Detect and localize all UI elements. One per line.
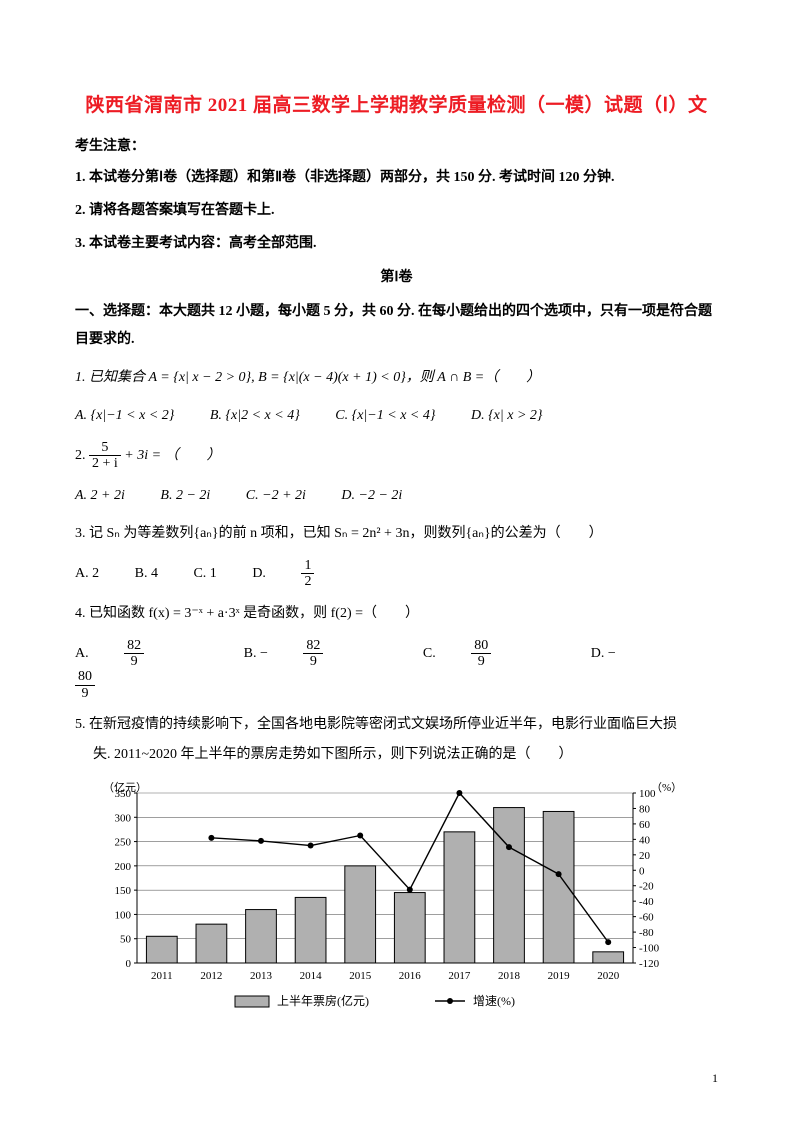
svg-text:2015: 2015 — [349, 970, 372, 982]
notice-label: 考生注意： — [75, 135, 718, 155]
q2-stem: 2. 5 2 + i + 3i = （ ） — [75, 440, 718, 472]
q4-opt-c-label: C. — [423, 646, 439, 661]
q1-opt-b: B. {x|2 < x < 4} — [210, 408, 300, 423]
q3-opt-c: C. 1 — [193, 566, 216, 581]
q2-options: A. 2 + 2i B. 2 − 2i C. −2 + 2i D. −2 − 2… — [75, 482, 718, 510]
svg-text:（%）: （%） — [651, 781, 682, 794]
q4-d-num: 80 — [75, 669, 95, 685]
svg-text:40: 40 — [639, 834, 651, 846]
svg-text:2011: 2011 — [151, 970, 173, 982]
svg-text:2020: 2020 — [597, 970, 620, 982]
q1-opt-c: C. {x|−1 < x < 4} — [335, 408, 435, 423]
q2-opt-c: C. −2 + 2i — [246, 488, 306, 503]
svg-text:上半年票房(亿元): 上半年票房(亿元) — [277, 993, 369, 1008]
svg-text:150: 150 — [115, 885, 132, 897]
q4-opt-d-label: D. − — [591, 646, 616, 661]
svg-text:2013: 2013 — [250, 970, 273, 982]
svg-text:20: 20 — [639, 850, 651, 862]
q3-opt-b: B. 4 — [135, 566, 158, 581]
q3-stem: 3. 记 Sₙ 为等差数列{aₙ}的前 n 项和，已知 Sₙ = 2n² + 3… — [75, 520, 718, 548]
svg-text:增速(%): 增速(%) — [473, 994, 515, 1008]
q4-opt-b: B. − 829 — [244, 646, 391, 661]
q4-b-den: 9 — [303, 654, 323, 669]
instruction-1: 1. 本试卷分第Ⅰ卷（选择题）和第Ⅱ卷（非选择题）两部分，共 150 分. 考试… — [75, 167, 718, 188]
svg-text:0: 0 — [126, 958, 132, 970]
q2-opt-b: B. 2 − 2i — [160, 488, 210, 503]
svg-text:-100: -100 — [639, 943, 660, 955]
q3-opt-d-label: D. — [252, 566, 269, 581]
page-number: 1 — [712, 1071, 718, 1086]
svg-text:-40: -40 — [639, 896, 654, 908]
box-office-chart: （亿元）（%）050100150200250300350-120-100-80-… — [75, 779, 718, 1019]
svg-text:200: 200 — [115, 861, 132, 873]
svg-text:-120: -120 — [639, 958, 660, 970]
svg-text:2018: 2018 — [498, 970, 521, 982]
q4-d-den: 9 — [75, 686, 95, 701]
svg-text:2017: 2017 — [448, 970, 471, 982]
q2-opt-d: D. −2 − 2i — [341, 488, 402, 503]
svg-text:60: 60 — [639, 819, 651, 831]
svg-text:100: 100 — [115, 910, 132, 922]
svg-text:2012: 2012 — [200, 970, 222, 982]
q2-frac-num: 5 — [89, 440, 121, 456]
chart-svg: （亿元）（%）050100150200250300350-120-100-80-… — [75, 779, 695, 1019]
q2-prefix: 2. — [75, 448, 89, 463]
q4-b-num: 82 — [303, 638, 323, 654]
q3-opt-a: A. 2 — [75, 566, 99, 581]
choice-description: 一、选择题：本大题共 12 小题，每小题 5 分，共 60 分. 在每小题给出的… — [75, 298, 718, 354]
svg-text:50: 50 — [120, 934, 132, 946]
q4-a-den: 9 — [124, 654, 144, 669]
q1-options: A. {x|−1 < x < 2} B. {x|2 < x < 4} C. {x… — [75, 402, 718, 430]
q2-frac: 5 2 + i — [89, 440, 121, 472]
q4-opt-c: C. 809 — [423, 646, 559, 661]
svg-text:100: 100 — [639, 788, 656, 800]
q1-stem: 1. 已知集合 A = {x| x − 2 > 0}, B = {x|(x − … — [75, 364, 718, 392]
svg-text:2016: 2016 — [399, 970, 422, 982]
q4-c-den: 9 — [471, 654, 491, 669]
q2-opt-a: A. 2 + 2i — [75, 488, 125, 503]
svg-text:0: 0 — [639, 865, 645, 877]
svg-text:350: 350 — [115, 788, 132, 800]
q4-stem: 4. 已知函数 f(x) = 3⁻ˣ + a·3ˣ 是奇函数，则 f(2) =（… — [75, 600, 718, 628]
q4-opt-b-frac: 829 — [303, 638, 355, 670]
q5-line2: 失. 2011~2020 年上半年的票房走势如下图所示，则下列说法正确的是（ ） — [93, 741, 718, 769]
q3-opt-d-frac: 1 2 — [301, 558, 346, 590]
q3-opt-d-den: 2 — [301, 574, 314, 589]
svg-text:2019: 2019 — [548, 970, 571, 982]
svg-text:-20: -20 — [639, 881, 654, 893]
q4-opt-a-label: A. — [75, 646, 92, 661]
svg-text:-80: -80 — [639, 927, 654, 939]
svg-text:250: 250 — [115, 837, 132, 849]
svg-text:2014: 2014 — [300, 970, 323, 982]
q3-opt-d-num: 1 — [301, 558, 314, 574]
q4-c-num: 80 — [471, 638, 491, 654]
svg-text:-60: -60 — [639, 912, 654, 924]
q4-a-num: 82 — [124, 638, 144, 654]
q3-options: A. 2 B. 4 C. 1 D. 1 2 — [75, 558, 718, 590]
q4-opt-b-label: B. − — [244, 646, 268, 661]
q4-options: A. 829 B. − 829 C. 809 D. − 809 — [75, 638, 718, 702]
q2-suffix: + 3i = （ ） — [124, 448, 220, 463]
svg-text:300: 300 — [115, 812, 132, 824]
svg-text:80: 80 — [639, 804, 651, 816]
q2-frac-den: 2 + i — [89, 456, 121, 471]
q5-line1: 5. 在新冠疫情的持续影响下，全国各地电影院等密闭式文娱场所停业近半年，电影行业… — [75, 711, 718, 739]
q4-opt-c-frac: 809 — [471, 638, 523, 670]
q4-opt-a-frac: 829 — [124, 638, 176, 670]
q4-opt-a: A. 829 — [75, 646, 212, 661]
instruction-2: 2. 请将各题答案填写在答题卡上. — [75, 200, 718, 221]
q4-opt-d-frac: 809 — [75, 669, 127, 701]
q1-opt-d: D. {x| x > 2} — [471, 408, 543, 423]
q3-opt-d: D. 1 2 — [252, 566, 378, 581]
page-title: 陕西省渭南市 2021 届高三数学上学期教学质量检测（一模）试题（Ⅰ）文 — [75, 90, 718, 117]
juan-label: 第Ⅰ卷 — [75, 266, 718, 286]
instruction-3: 3. 本试卷主要考试内容：高考全部范围. — [75, 233, 718, 254]
q1-opt-a: A. {x|−1 < x < 2} — [75, 408, 174, 423]
